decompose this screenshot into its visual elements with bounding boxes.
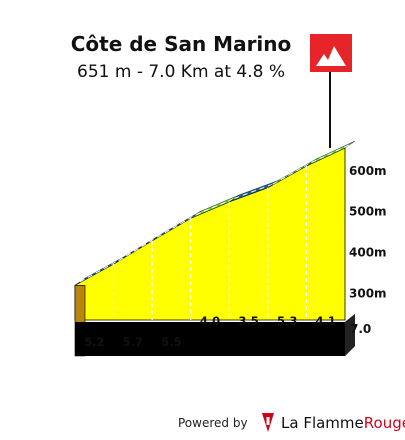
segment-centerline: [272, 162, 312, 185]
km-marker-label: 2: [148, 358, 156, 372]
segment-centerline: [118, 236, 158, 261]
segment-centerline: [156, 214, 196, 238]
powered-by-label: Powered by: [178, 416, 248, 430]
brand-name-part1: La Flamme: [281, 414, 364, 432]
segment-centerline: [311, 144, 351, 163]
label-layer: 300m 400m 500m 600m 5.2 5.7 5.5 4.0 3.5 5.3 4.1 1 2 3…: [84, 164, 386, 372]
gradient-label: 5.7: [123, 335, 143, 349]
ytick-label: 500m: [349, 205, 387, 219]
gradient-label: 4.1: [316, 314, 336, 328]
base-strip: [75, 314, 355, 356]
brand-name-part2: Rouge: [364, 414, 405, 432]
profile-area: [74, 147, 346, 321]
gradient-label: 4.0: [200, 314, 220, 328]
km-marker-label: 6: [302, 358, 310, 372]
mountain-icon: [316, 46, 346, 66]
brand-name: La FlammeRouge: [281, 414, 405, 432]
chart-title: Côte de San Marino: [71, 32, 292, 56]
segment-centerline: [234, 183, 274, 199]
base-strip-side: [345, 314, 355, 356]
gradient-label: 5.2: [84, 335, 104, 349]
chart-subtitle: 651 m - 7.0 Km at 4.8 %: [77, 62, 285, 82]
gradient-label: 5.3: [277, 314, 297, 328]
segment-centerline: [195, 197, 235, 216]
km-marker-label: 1: [109, 358, 117, 372]
ytick-label: 400m: [349, 246, 387, 260]
profile-layer: [74, 140, 356, 357]
km-marker-label: 3: [187, 358, 195, 372]
ytick-label: 600m: [349, 164, 387, 178]
flame-logo-icon: [262, 413, 274, 432]
km-marker-label: 5: [264, 358, 272, 372]
gradient-label: 3.5: [238, 314, 258, 328]
segment-centerline: [79, 260, 119, 283]
footer-attribution: Powered by La FlammeRouge: [178, 413, 405, 432]
total-distance-label: 7.0: [350, 322, 371, 336]
gradient-label: 5.5: [161, 335, 181, 349]
ytick-label: 300m: [349, 286, 387, 300]
km-marker-label: 4: [225, 358, 233, 372]
summit-flag-icon: [310, 34, 352, 148]
